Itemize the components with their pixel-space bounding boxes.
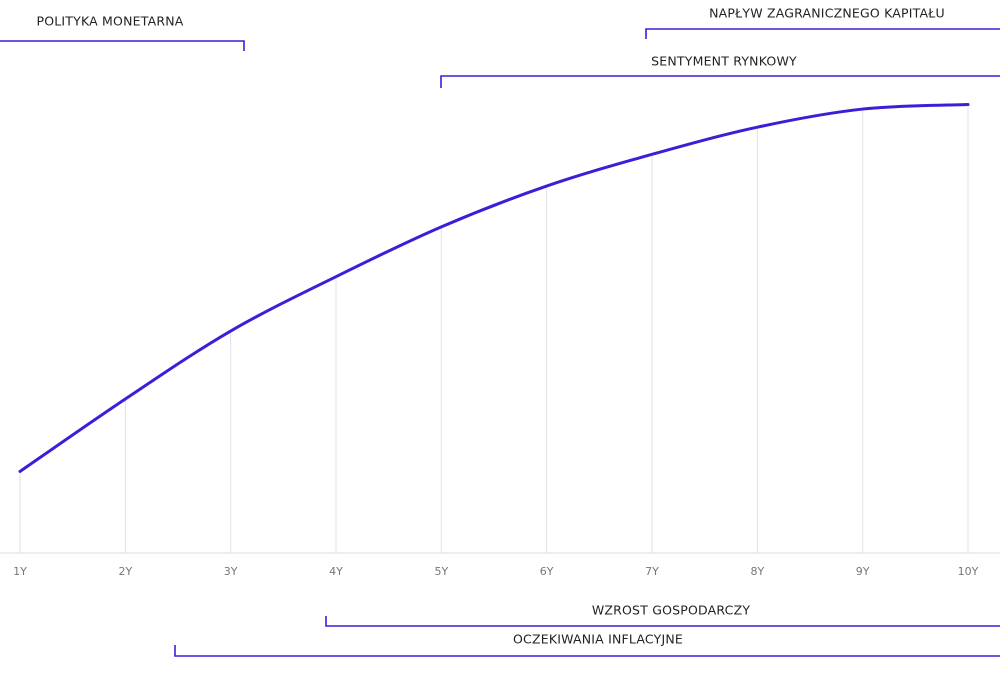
bracket <box>645 28 1000 39</box>
x-tick-label: 2Y <box>118 565 132 578</box>
annotation: WZROST GOSPODARCZY <box>592 603 751 618</box>
x-tick-label: 8Y <box>750 565 764 578</box>
x-tick-label: 5Y <box>434 565 448 578</box>
x-tick-label: 3Y <box>224 565 238 578</box>
bracket <box>0 40 245 51</box>
bracket <box>174 645 1000 657</box>
annotation: NAPŁYW ZAGRANICZNEGO KAPITAŁU <box>709 6 945 21</box>
bracket <box>325 616 1000 627</box>
x-tick-label: 6Y <box>540 565 554 578</box>
annotation: OCZEKIWANIA INFLACYJNE <box>513 632 683 647</box>
x-tick-label: 4Y <box>329 565 343 578</box>
x-tick-label: 9Y <box>856 565 870 578</box>
curve <box>18 103 970 473</box>
x-tick-label: 7Y <box>645 565 659 578</box>
annotation: POLITYKA MONETARNA <box>36 14 183 29</box>
bracket <box>440 75 1000 88</box>
x-tick-label: 10Y <box>958 565 979 578</box>
annotation: SENTYMENT RYNKOWY <box>651 54 797 69</box>
x-tick-label: 1Y <box>13 565 27 578</box>
